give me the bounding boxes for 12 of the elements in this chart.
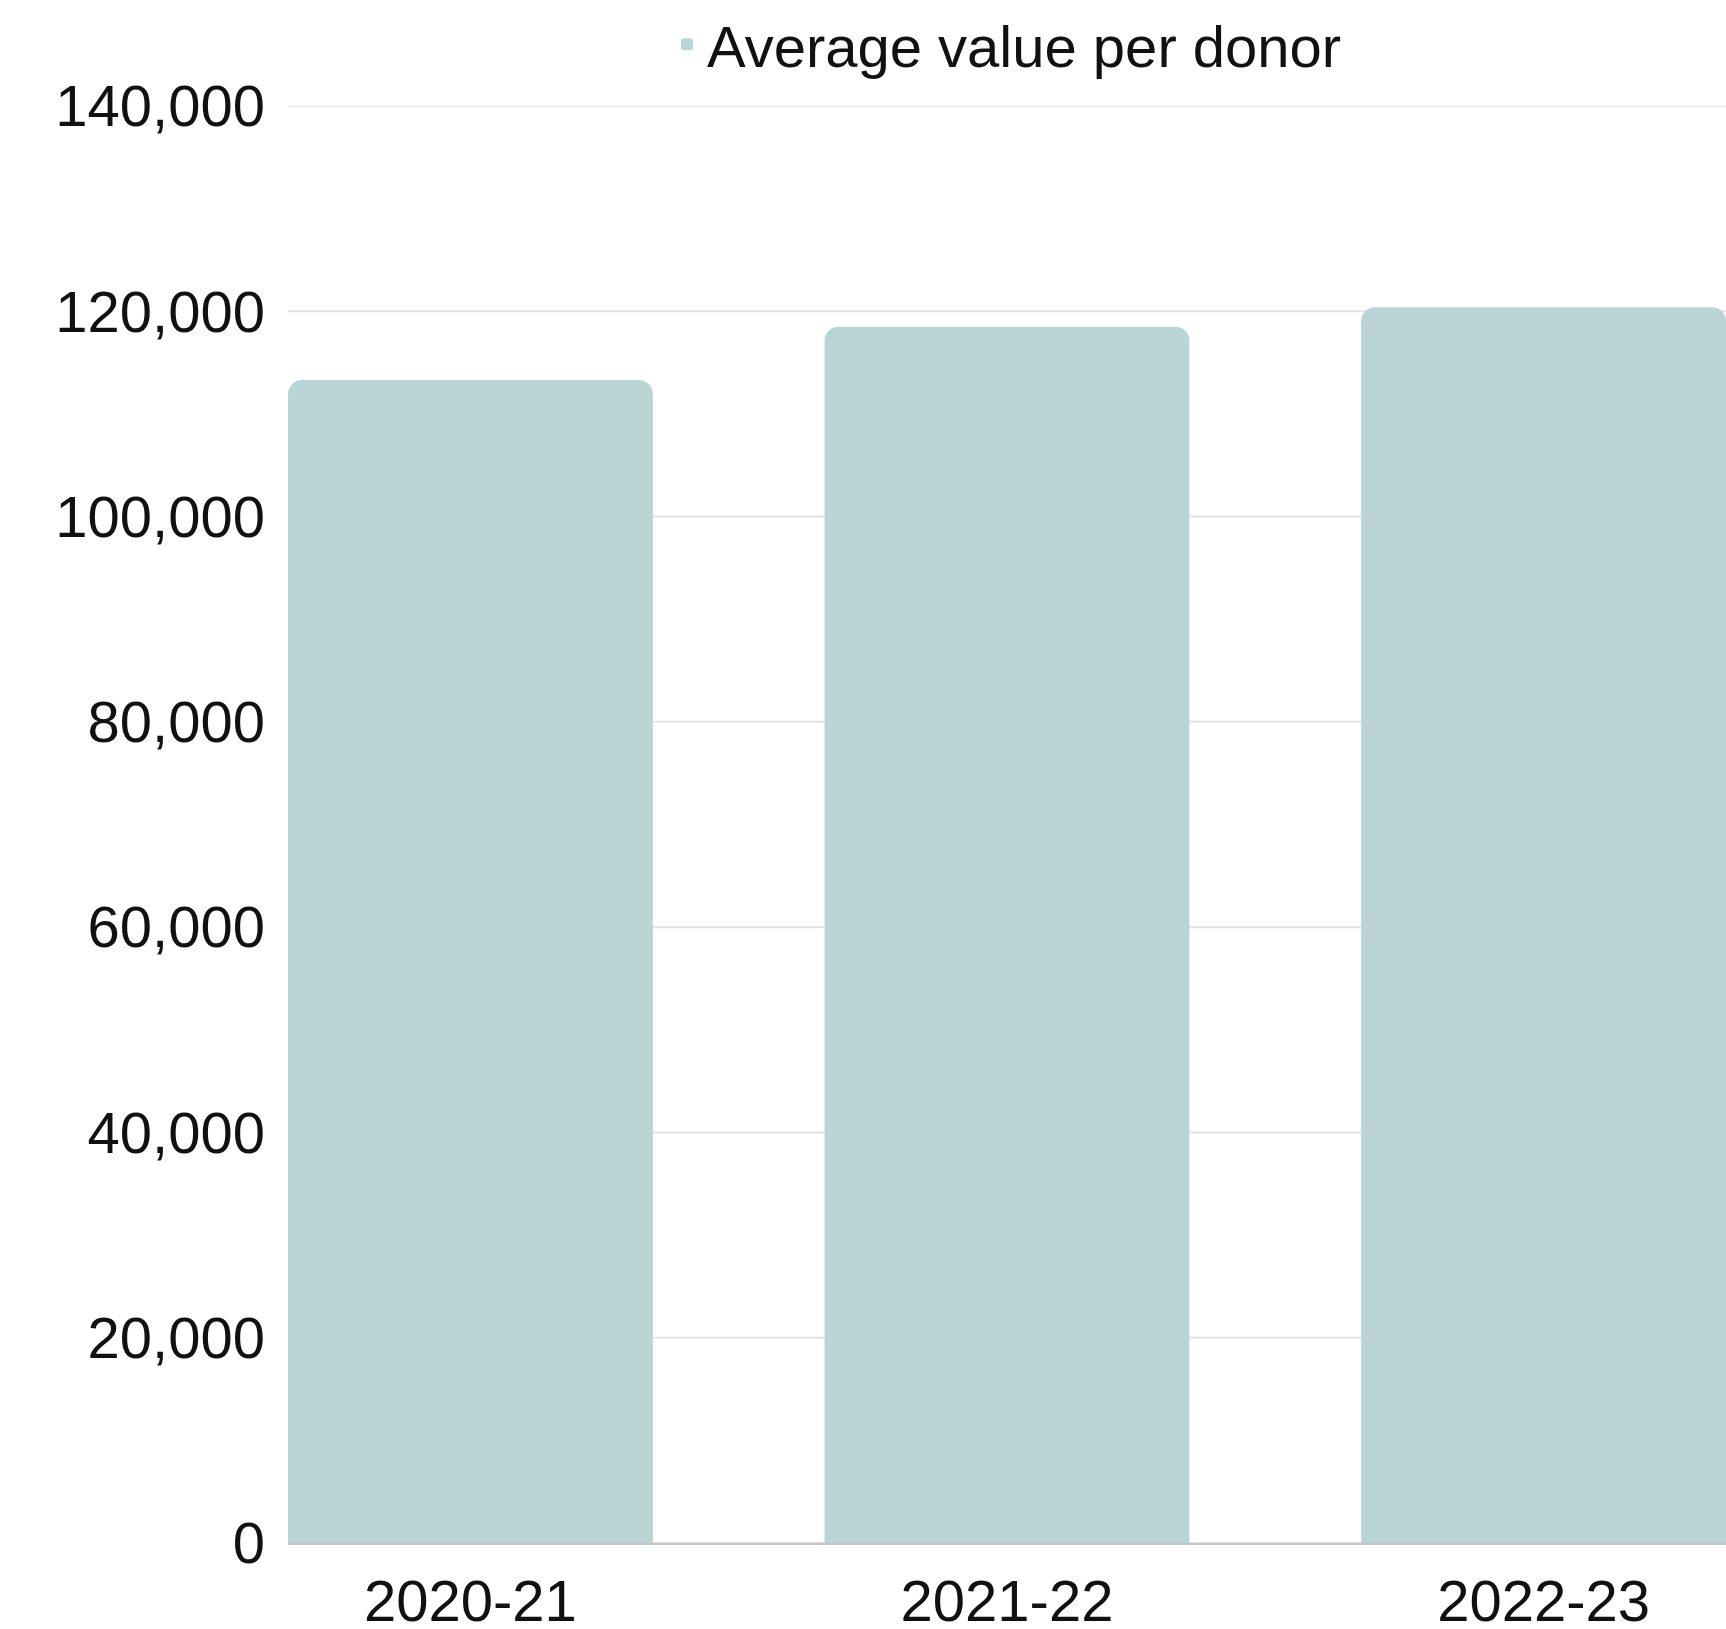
y-tick-label: 120,000 [55,278,265,344]
x-tick-label: 2021-22 [900,1567,1114,1629]
legend-label: Average value per donor [707,13,1342,79]
x-tick-label: 2020-21 [364,1567,577,1629]
y-tick-label: 80,000 [87,689,265,755]
y-tick-label: 60,000 [87,894,265,960]
y-tick-label: 20,000 [87,1305,265,1371]
y-tick-label: 0 [232,1510,265,1576]
y-tick-label: 140,000 [55,73,265,139]
x-tick-label: 2022-23 [1437,1567,1650,1629]
y-tick-label: 100,000 [55,483,265,549]
y-tick-label: 40,000 [87,1099,265,1165]
